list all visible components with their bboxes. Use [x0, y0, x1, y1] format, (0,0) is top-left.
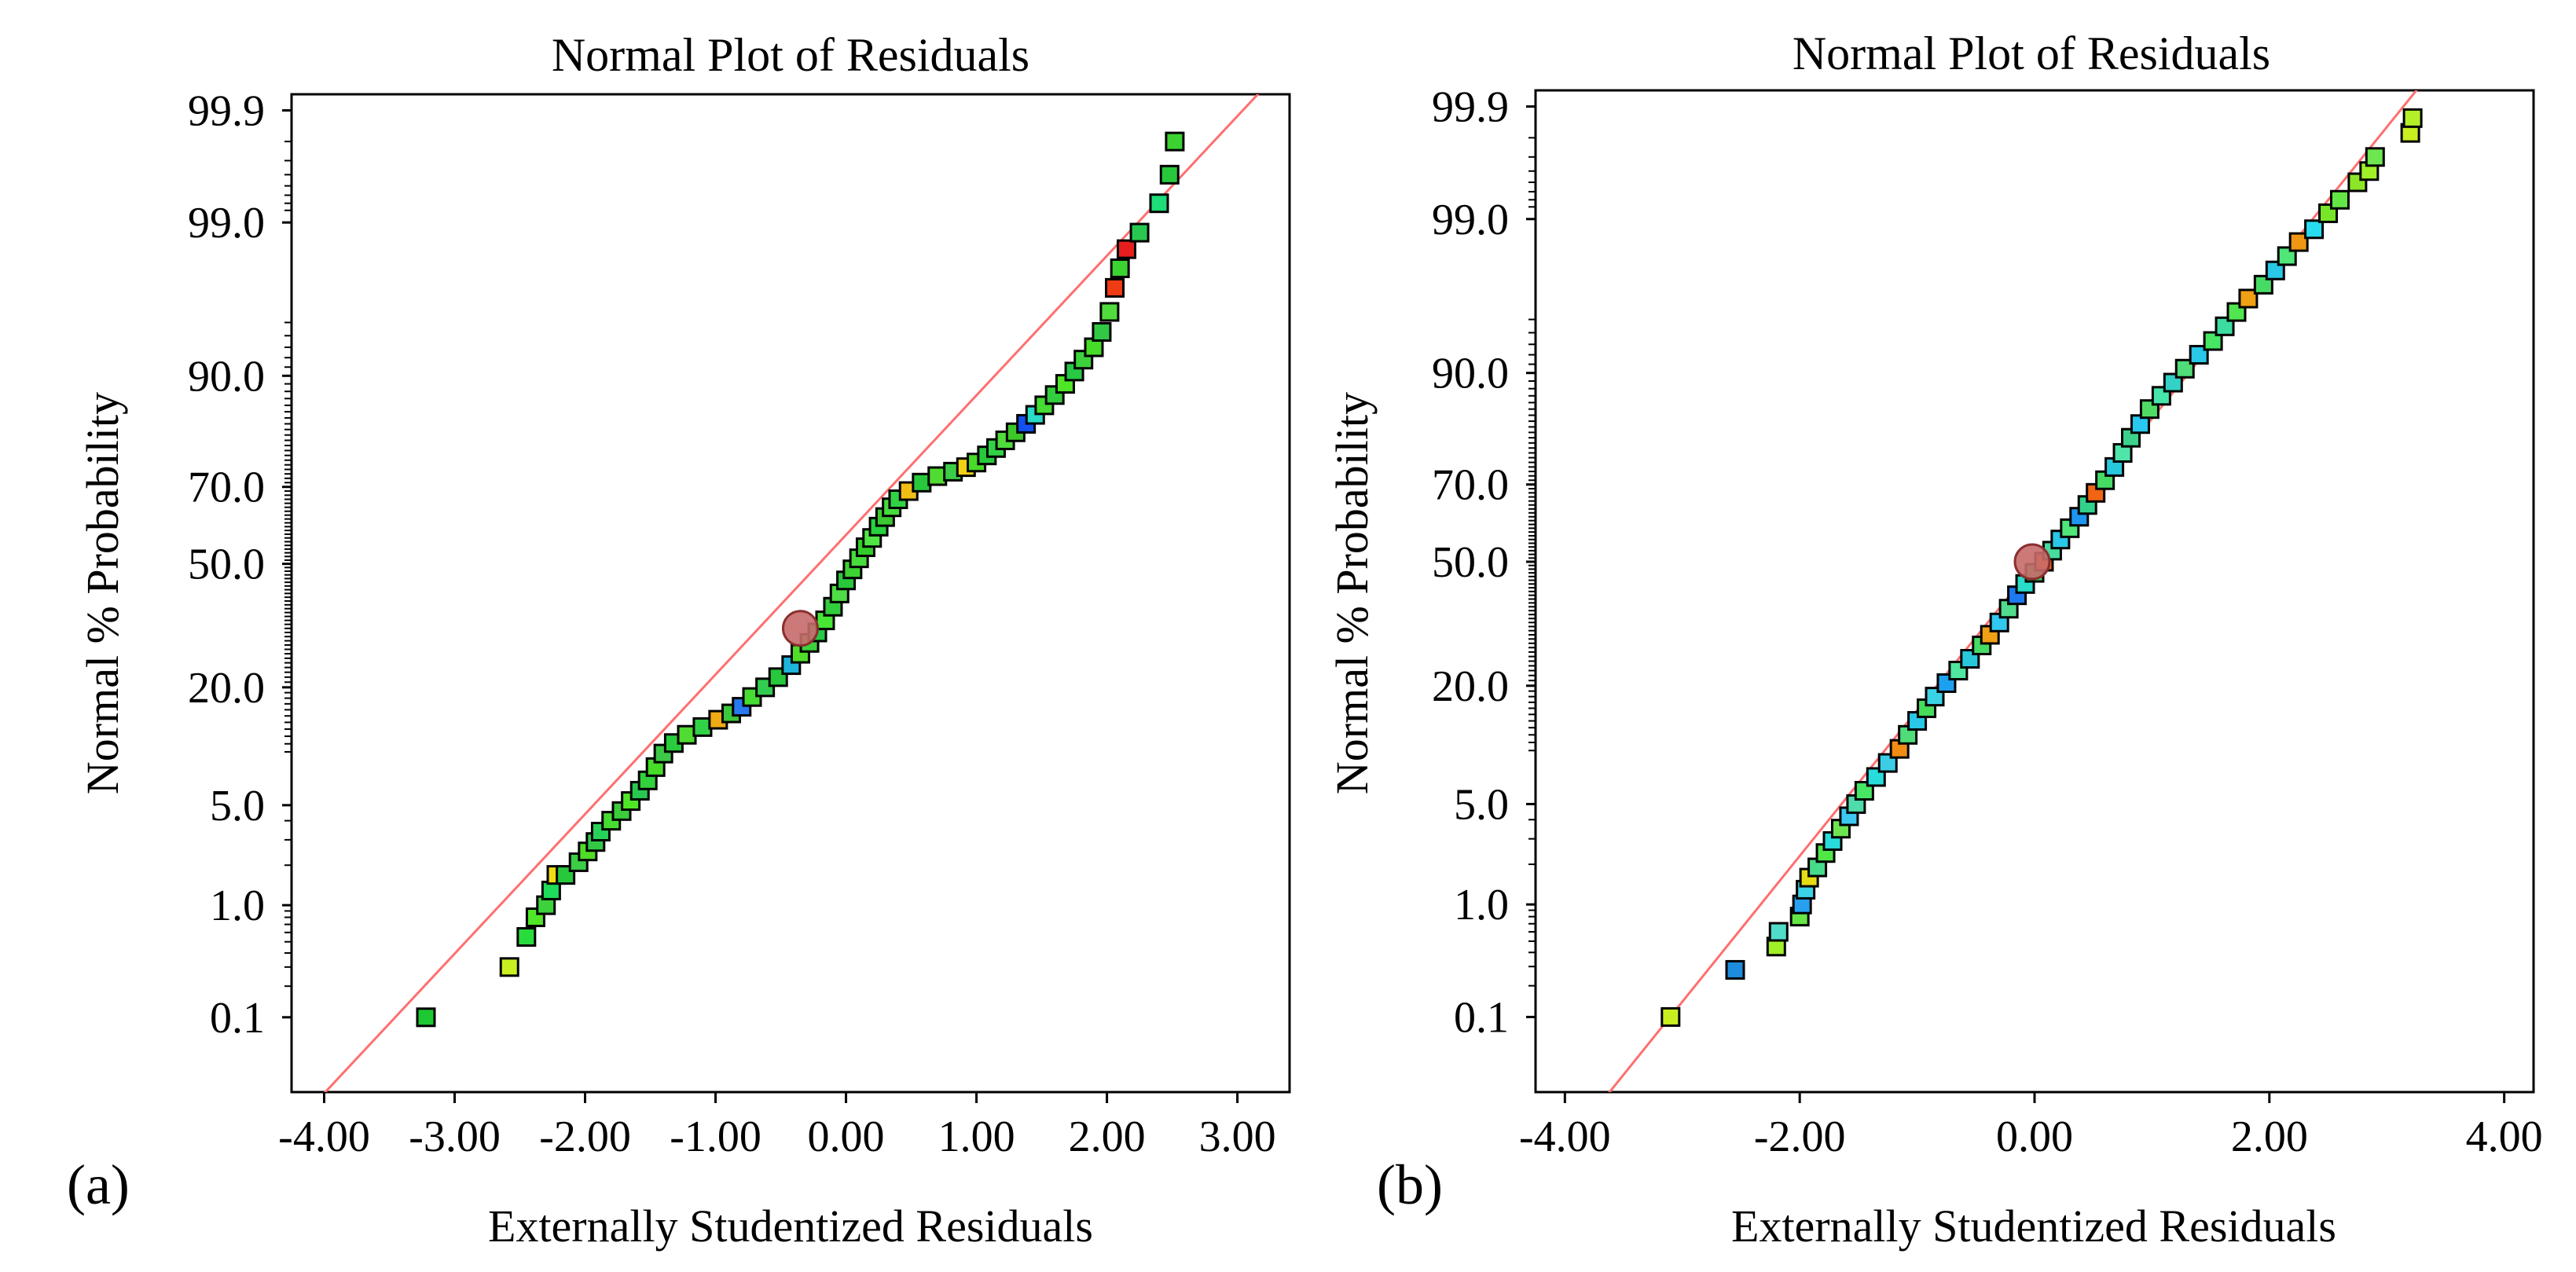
- data-point: [1165, 131, 1185, 152]
- data-point: [2265, 260, 2285, 280]
- y-tick-label: 0.1: [1454, 993, 1509, 1042]
- data-point: [1174, 72, 1191, 90]
- x-tick-label: 4.00: [2466, 1113, 2543, 1161]
- y-tick-label: 70.0: [188, 464, 265, 512]
- plot-title: Normal Plot of Residuals: [552, 29, 1029, 81]
- x-tick-label: -4.00: [278, 1113, 370, 1161]
- x-tick-label: 2.00: [2231, 1113, 2308, 1161]
- data-point: [1660, 1006, 1681, 1027]
- data-point: [1129, 222, 1150, 243]
- y-tick-label: 20.0: [188, 664, 265, 713]
- panel-letter: (a): [67, 1153, 130, 1216]
- x-tick-label: -4.00: [1519, 1113, 1611, 1161]
- data-point: [1099, 302, 1120, 322]
- centroid-marker: [2013, 543, 2051, 581]
- data-point: [416, 1007, 436, 1028]
- data-point: [2238, 288, 2259, 309]
- x-axis-label: Externally Studentized Residuals: [488, 1201, 1093, 1252]
- x-tick-label: -2.00: [539, 1113, 631, 1161]
- y-axis-label: Normal % Probability: [77, 392, 128, 794]
- data-point: [1110, 258, 1130, 278]
- data-point: [1149, 193, 1169, 214]
- y-tick-label: 90.0: [188, 352, 265, 401]
- y-tick-label: 20.0: [1432, 662, 1509, 711]
- x-tick-label: 2.00: [1069, 1113, 1146, 1161]
- data-point: [516, 927, 537, 948]
- data-point: [2304, 219, 2325, 240]
- data-point: [2454, 68, 2471, 86]
- x-tick-label: 3.00: [1199, 1113, 1276, 1161]
- data-point: [2365, 147, 2385, 167]
- data-point: [2215, 316, 2235, 336]
- y-tick-label: 99.0: [188, 199, 265, 247]
- y-axis-label: Normal % Probability: [1327, 392, 1378, 794]
- x-tick-label: -3.00: [409, 1113, 501, 1161]
- y-tick-label: 50.0: [1432, 538, 1509, 587]
- x-tick-label: 0.00: [1996, 1113, 2073, 1161]
- plot-area: [323, 72, 1260, 1092]
- y-tick-label: 5.0: [1454, 780, 1509, 829]
- plot-title: Normal Plot of Residuals: [1793, 27, 2270, 79]
- y-tick-label: 1.0: [210, 882, 265, 930]
- y-tick-label: 90.0: [1432, 350, 1509, 398]
- data-point: [1116, 239, 1136, 259]
- y-tick-label: 99.9: [188, 87, 265, 136]
- data-point: [2329, 189, 2350, 210]
- data-point: [2253, 274, 2273, 295]
- data-point: [499, 957, 519, 977]
- data-point: [1768, 922, 1789, 942]
- data-point: [2203, 331, 2223, 351]
- panel-letter: (b): [1377, 1153, 1443, 1216]
- y-tick-label: 5.0: [210, 782, 265, 830]
- plot-content: [1608, 68, 2471, 1092]
- data-point: [2402, 108, 2423, 128]
- reference-line: [323, 94, 1260, 1092]
- axis-ticks: 0.1 1.0 5.0 20.0 50.0 70.0 90.0 99.0 99.9 -4.00 -2…: [1432, 83, 2543, 1161]
- panel-a: Normal Plot of Residuals 0.1 1.0 5.0 20.0 50…: [67, 29, 1291, 1252]
- panel-b: Normal Plot of Residuals 0.1 1.0 5.0 20.0 50…: [1327, 27, 2543, 1252]
- data-point: [2288, 232, 2309, 252]
- plot-content: [323, 72, 1260, 1092]
- y-tick-label: 0.1: [210, 994, 265, 1043]
- x-axis-label: Externally Studentized Residuals: [1731, 1201, 2336, 1252]
- data-point: [1092, 321, 1112, 342]
- y-tick-label: 1.0: [1454, 881, 1509, 929]
- axis-ticks: 0.1 1.0 5.0 20.0 50.0 70.0 90.0 99.0 99.9 -4.00 -3…: [188, 87, 1276, 1161]
- data-point: [1725, 959, 1745, 980]
- x-tick-label: 0.00: [808, 1113, 885, 1161]
- y-tick-label: 50.0: [188, 541, 265, 589]
- plot-area: [1608, 68, 2471, 1092]
- centroid-marker: [781, 610, 819, 647]
- data-point: [1105, 277, 1125, 298]
- y-tick-label: 99.9: [1432, 83, 1509, 132]
- x-tick-label: -2.00: [1754, 1113, 1846, 1161]
- y-tick-label: 70.0: [1432, 461, 1509, 510]
- x-tick-label: 1.00: [938, 1113, 1015, 1161]
- x-tick-label: -1.00: [670, 1113, 761, 1161]
- data-point: [1159, 164, 1180, 185]
- y-tick-label: 99.0: [1432, 196, 1509, 244]
